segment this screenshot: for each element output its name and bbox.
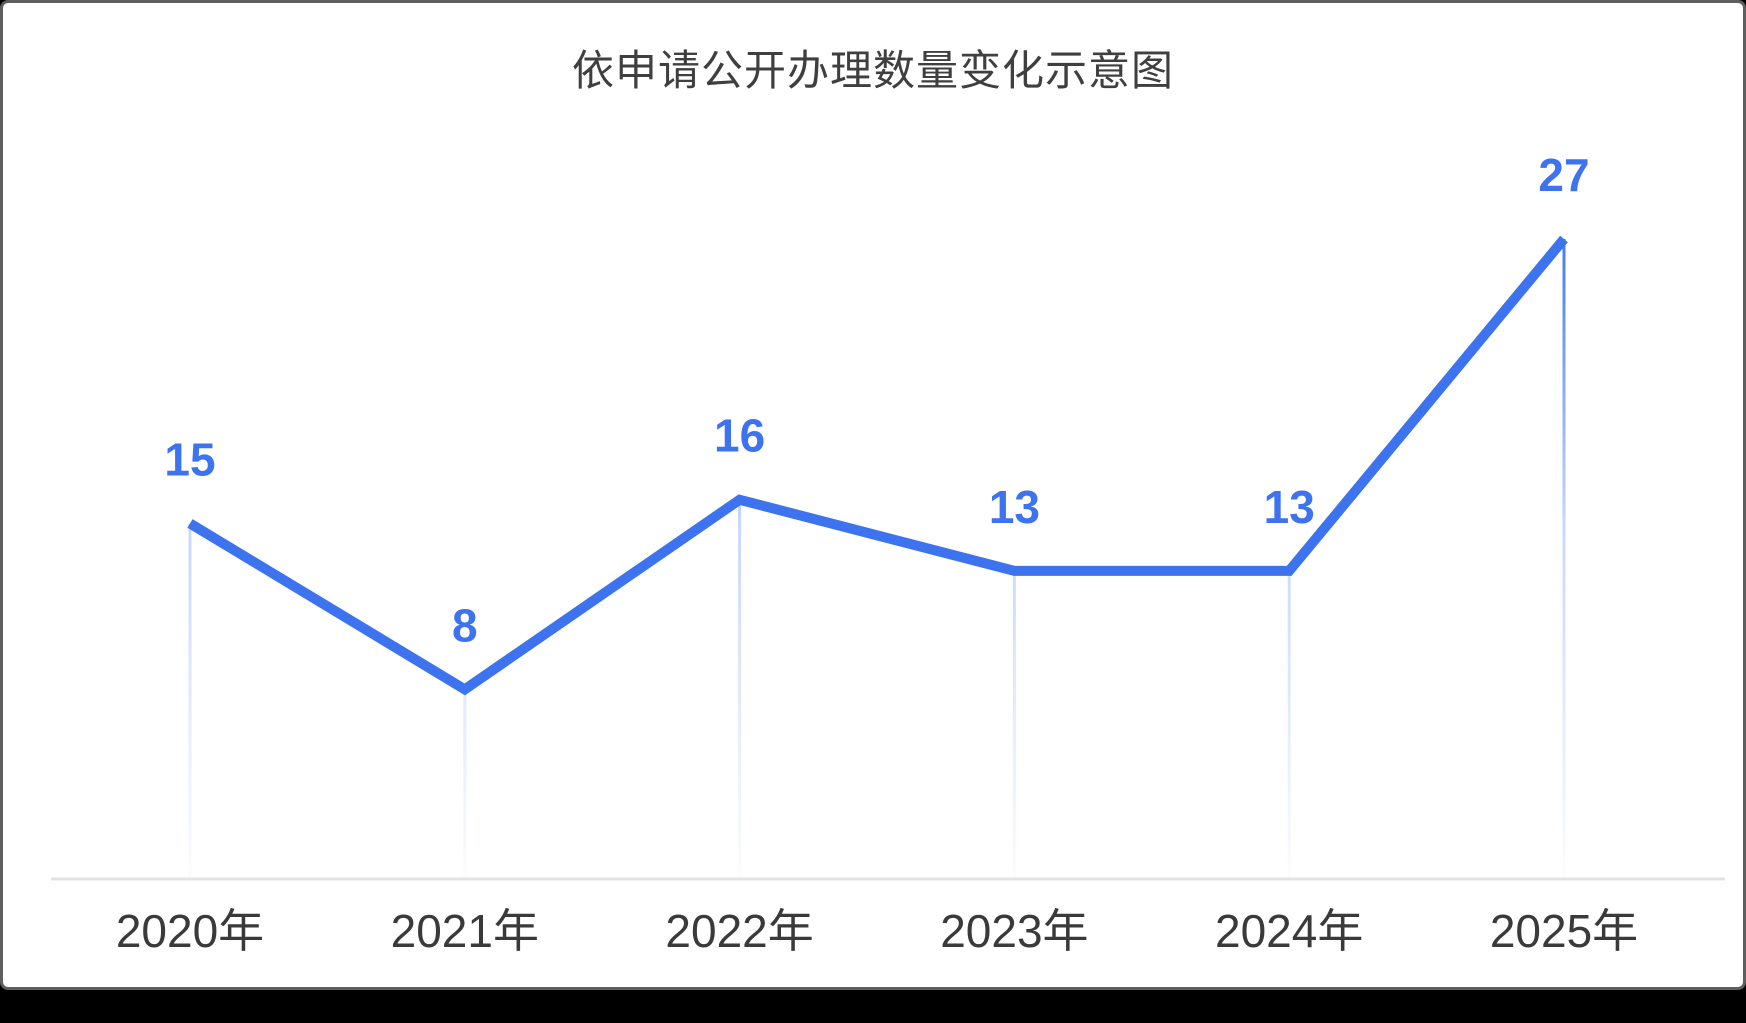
x-tick-label: 2023年 xyxy=(940,905,1088,957)
data-label: 27 xyxy=(1538,149,1589,201)
drop-lines xyxy=(188,239,1566,879)
x-tick-label: 2020年 xyxy=(116,905,264,957)
data-label: 13 xyxy=(989,481,1040,533)
data-label: 13 xyxy=(1264,481,1315,533)
chart-card: 依申请公开办理数量变化示意图 15 8 16 13 13 27 2020年 2021年 202… xyxy=(0,0,1746,990)
x-axis-labels: 2020年 2021年 2022年 2023年 2024年 2025年 xyxy=(116,905,1638,957)
series-line xyxy=(187,235,1568,696)
data-label: 16 xyxy=(714,410,765,462)
x-tick-label: 2025年 xyxy=(1490,905,1638,957)
x-tick-label: 2024年 xyxy=(1215,905,1363,957)
data-label: 15 xyxy=(164,433,215,485)
chart-title: 依申请公开办理数量变化示意图 xyxy=(571,47,1174,94)
x-tick-label: 2021年 xyxy=(391,905,539,957)
data-labels: 15 8 16 13 13 27 xyxy=(164,149,1589,651)
x-tick-label: 2022年 xyxy=(665,905,813,957)
series-polyline xyxy=(187,235,1568,696)
data-label: 8 xyxy=(452,599,478,651)
